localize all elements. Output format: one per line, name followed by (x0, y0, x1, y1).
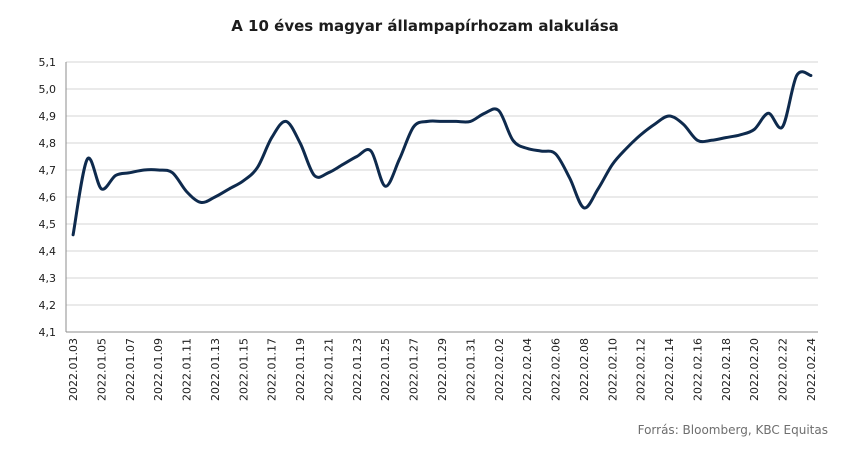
x-tick-label: 2022.01.09 (152, 338, 165, 401)
x-tick-label: 2022.02.06 (550, 338, 563, 401)
y-tick-label: 4,5 (39, 218, 57, 231)
x-tick-label: 2022.01.19 (294, 338, 307, 401)
x-tick-label: 2022.01.07 (124, 338, 137, 401)
x-tick-label: 2022.01.11 (181, 338, 194, 401)
y-tick-label: 4,9 (39, 110, 57, 123)
x-tick-label: 2022.01.17 (266, 338, 279, 401)
series-line (71, 70, 813, 237)
x-tick-label: 2022.02.14 (663, 338, 676, 401)
chart-title: A 10 éves magyar állampapírhozam alakulá… (231, 17, 619, 35)
y-tick-label: 5,0 (39, 83, 57, 96)
x-tick-label: 2022.01.27 (408, 338, 421, 401)
y-tick-label: 4,4 (39, 245, 57, 258)
series-layer (71, 70, 813, 237)
x-tick-label: 2022.02.22 (777, 338, 790, 401)
y-tick-label: 4,2 (39, 299, 57, 312)
y-tick-label: 4,3 (39, 272, 57, 285)
x-tick-label: 2022.02.18 (720, 338, 733, 401)
y-tick-label: 4,8 (39, 137, 57, 150)
x-tick-label: 2022.01.05 (95, 338, 108, 401)
gridlines (66, 61, 818, 306)
x-tick-label: 2022.01.25 (379, 338, 392, 401)
y-tick-label: 5,1 (39, 56, 57, 69)
y-tick-label: 4,6 (39, 191, 57, 204)
x-tick-label: 2022.01.15 (237, 338, 250, 401)
x-tick-label: 2022.01.23 (351, 338, 364, 401)
x-tick-label: 2022.01.03 (67, 338, 80, 401)
y-tick-labels: 4,1 4,2 4,3 4,4 4,5 4,6 4,7 4,8 4,9 5,0 5,1 (39, 56, 57, 339)
x-tick-label: 2022.02.20 (748, 338, 761, 401)
axes (65, 62, 818, 333)
x-tick-label: 2022.02.02 (493, 338, 506, 401)
y-tick-label: 4,1 (39, 326, 57, 339)
x-tick-labels: 2022.01.03 2022.01.05 2022.01.07 2022.01.09… (67, 338, 818, 401)
x-tick-label: 2022.01.13 (209, 338, 222, 401)
x-tick-label: 2022.02.10 (606, 338, 619, 401)
x-tick-label: 2022.02.08 (578, 338, 591, 401)
x-tick-label: 2022.01.29 (436, 338, 449, 401)
x-tick-label: 2022.01.31 (464, 338, 477, 401)
x-tick-label: 2022.01.21 (322, 338, 335, 401)
x-tick-label: 2022.02.12 (635, 338, 648, 401)
x-tick-label: 2022.02.24 (805, 338, 818, 401)
y-tick-label: 4,7 (39, 164, 57, 177)
x-tick-label: 2022.02.04 (521, 338, 534, 401)
x-tick-label: 2022.02.16 (691, 338, 704, 401)
source-note: Forrás: Bloomberg, KBC Equitas (637, 423, 828, 437)
